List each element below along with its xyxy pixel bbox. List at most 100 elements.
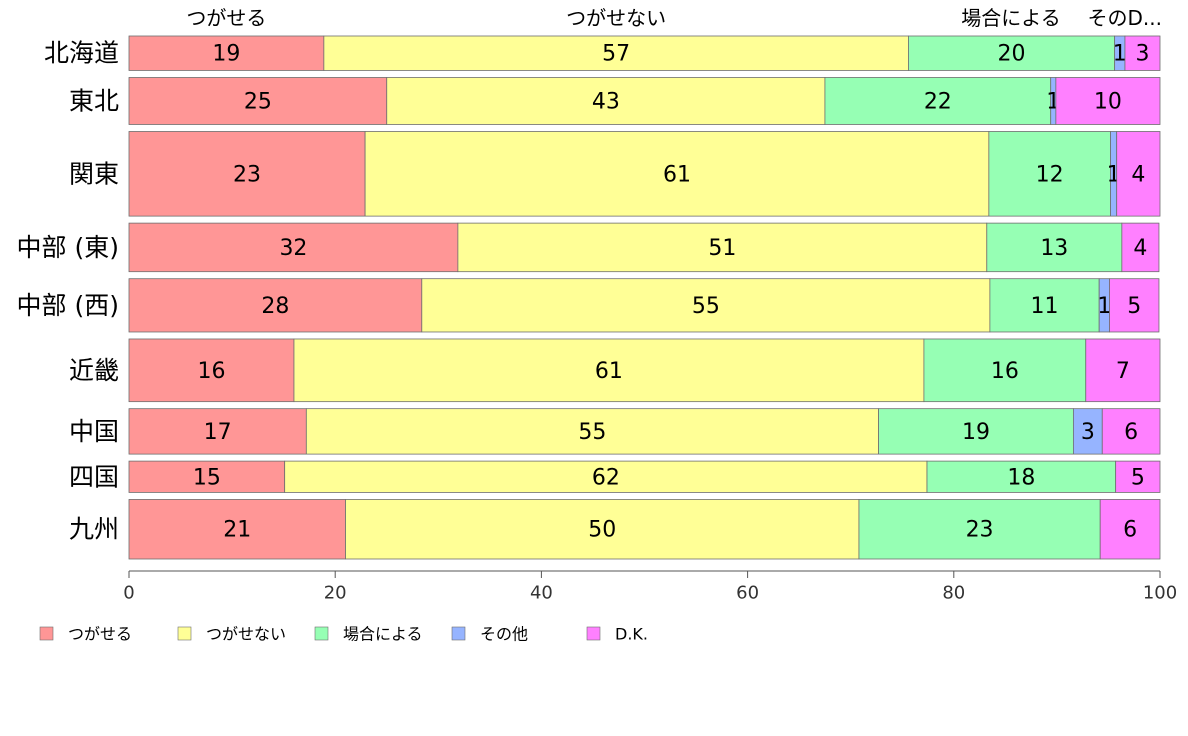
category-label-8: 九州	[69, 515, 119, 544]
legend-label-1: つがせない	[206, 625, 286, 644]
bar-segment-1-0	[128, 77, 388, 125]
data-label-4-1: 55	[692, 294, 720, 319]
bar-segment-5-1	[293, 338, 925, 403]
bar-segment-3-2	[986, 222, 1123, 273]
data-label-0-2: 20	[998, 42, 1026, 67]
bar-segment-8-4	[1099, 499, 1161, 560]
bar-segment-1-1	[386, 77, 826, 125]
bar-segment-3-4	[1121, 222, 1160, 273]
legend-label-0: つがせる	[68, 625, 132, 644]
bar-segment-7-4	[1115, 460, 1161, 493]
data-label-3-4: 4	[1133, 236, 1147, 261]
data-label-1-2: 22	[924, 89, 952, 114]
bar-segment-4-2	[989, 278, 1100, 333]
data-label-4-4: 5	[1127, 294, 1141, 319]
bar-segment-6-2	[878, 408, 1074, 455]
bar-segment-3-0	[128, 222, 459, 273]
data-label-7-1: 62	[592, 465, 620, 490]
legend-label-4: D.K.	[615, 625, 648, 644]
data-label-2-2: 12	[1036, 162, 1064, 187]
data-label-6-3: 3	[1081, 420, 1095, 445]
bar-segment-4-4	[1109, 278, 1160, 333]
bar-segment-2-1	[364, 131, 990, 217]
bar-segment-7-2	[926, 460, 1117, 493]
x-tick-label-3: 60	[736, 583, 759, 604]
data-label-5-4: 7	[1116, 359, 1130, 384]
category-label-5: 近畿	[69, 356, 119, 385]
bar-segment-8-1	[345, 499, 860, 560]
data-label-4-3: 1	[1097, 294, 1111, 319]
data-label-3-1: 51	[708, 236, 736, 261]
bar-segment-0-4	[1124, 35, 1161, 71]
legend-swatch-0	[39, 626, 54, 641]
data-label-1-1: 43	[592, 89, 620, 114]
bar-segment-5-2	[923, 338, 1087, 403]
bar-segment-8-0	[128, 499, 346, 560]
category-label-4: 中部 (西)	[17, 291, 119, 320]
bar-segment-4-1	[421, 278, 991, 333]
data-label-6-0: 17	[204, 420, 232, 445]
legend-swatch-2	[314, 626, 329, 641]
category-label-3: 中部 (東)	[17, 233, 119, 262]
data-label-3-0: 32	[279, 236, 307, 261]
x-tick-label-5: 100	[1143, 583, 1177, 604]
top-series-label-3: そのD...	[1088, 6, 1162, 30]
bar-segment-5-0	[128, 338, 295, 403]
data-label-4-0: 28	[261, 294, 289, 319]
bar-segment-1-4	[1055, 77, 1161, 125]
bar-segment-2-4	[1116, 131, 1161, 217]
data-label-0-0: 19	[212, 42, 240, 67]
data-label-0-1: 57	[602, 42, 630, 67]
x-tick-label-2: 40	[530, 583, 553, 604]
data-label-7-4: 5	[1131, 465, 1145, 490]
category-label-2: 関東	[69, 159, 119, 188]
data-label-4-2: 11	[1031, 294, 1059, 319]
data-label-7-2: 18	[1007, 465, 1035, 490]
bar-segment-5-4	[1085, 338, 1161, 403]
category-label-7: 四国	[69, 462, 119, 491]
data-label-7-0: 15	[193, 465, 221, 490]
bar-segment-8-2	[858, 499, 1101, 560]
bar-segment-0-1	[323, 35, 909, 71]
data-label-5-0: 16	[197, 359, 225, 384]
data-label-5-2: 16	[991, 359, 1019, 384]
data-label-2-1: 61	[663, 162, 691, 187]
data-label-8-0: 21	[223, 518, 251, 543]
bar-segment-0-0	[128, 35, 325, 71]
bar-segment-6-0	[128, 408, 307, 455]
data-label-5-1: 61	[595, 359, 623, 384]
bar-segment-7-0	[128, 460, 286, 493]
legend-label-2: 場合による	[343, 625, 423, 644]
top-series-label-1: つがせない	[566, 6, 666, 30]
data-label-1-4: 10	[1094, 89, 1122, 114]
x-tick-label-4: 80	[942, 583, 965, 604]
data-label-0-4: 3	[1135, 42, 1149, 67]
bar-segment-6-1	[305, 408, 879, 455]
category-label-1: 東北	[69, 86, 119, 115]
data-label-6-2: 19	[962, 420, 990, 445]
bar-segment-4-0	[128, 278, 423, 333]
top-series-label-0: つがせる	[186, 6, 266, 30]
category-label-0: 北海道	[44, 39, 119, 68]
data-label-6-1: 55	[578, 420, 606, 445]
data-label-8-2: 23	[966, 518, 994, 543]
bar-segment-2-2	[988, 131, 1111, 217]
x-tick-label-0: 0	[123, 583, 134, 604]
top-series-label-2: 場合による	[961, 6, 1060, 30]
bar-segment-1-2	[824, 77, 1052, 125]
legend-swatch-1	[177, 626, 192, 641]
bar-segment-0-2	[908, 35, 1116, 71]
data-label-2-4: 4	[1131, 162, 1145, 187]
bar-segment-7-1	[284, 460, 928, 493]
data-label-0-3: 1	[1113, 42, 1127, 67]
bar-segment-3-1	[457, 222, 988, 273]
data-label-6-4: 6	[1124, 420, 1138, 445]
data-label-3-2: 13	[1040, 236, 1068, 261]
legend-label-3: その他	[480, 625, 528, 644]
data-label-8-4: 6	[1123, 518, 1137, 543]
data-label-8-1: 50	[588, 518, 616, 543]
bar-segment-6-4	[1101, 408, 1161, 455]
data-label-1-0: 25	[244, 89, 272, 114]
legend-swatch-4	[586, 626, 601, 641]
